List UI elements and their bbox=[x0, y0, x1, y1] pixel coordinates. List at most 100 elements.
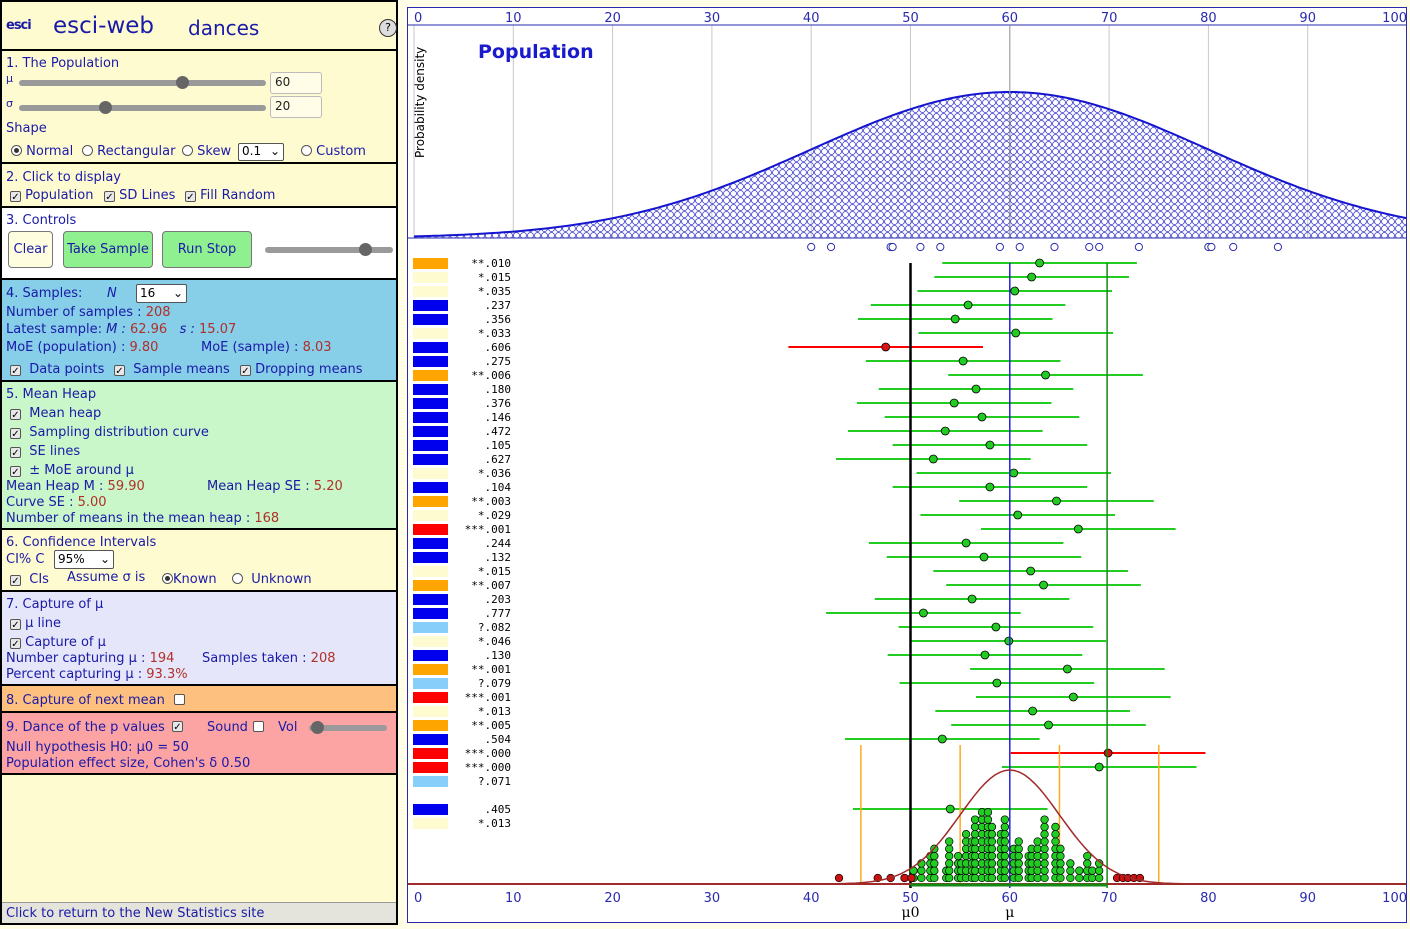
se-lines-checkbox[interactable]: ✓ SE lines bbox=[10, 444, 80, 459]
heap-mean-dot bbox=[930, 859, 939, 868]
mu-label: μ bbox=[6, 72, 13, 85]
heap-mean-dot bbox=[983, 808, 993, 817]
moe-around-checkbox[interactable]: ✓ ± MoE around μ bbox=[10, 463, 134, 478]
p-value-label: .146 bbox=[485, 411, 512, 424]
heap-mean-dot bbox=[987, 851, 997, 861]
heap-mean-dot bbox=[945, 844, 954, 853]
heap-mean-dot bbox=[1056, 859, 1065, 868]
speed-slider[interactable] bbox=[265, 243, 393, 256]
check-icon[interactable]: ✓ bbox=[10, 447, 21, 459]
dance-checkbox[interactable]: ✓ bbox=[172, 721, 183, 733]
check-icon[interactable]: ✓ bbox=[10, 428, 21, 440]
heap-mean-dot bbox=[1014, 866, 1023, 875]
mu-input[interactable]: 60 bbox=[270, 72, 322, 94]
heap-count: Number of means in the mean heap : 168 bbox=[6, 511, 279, 526]
sigma-slider-knob[interactable] bbox=[99, 101, 113, 114]
top-tick-label: 50 bbox=[902, 11, 919, 26]
check-icon[interactable]: ✓ bbox=[104, 191, 115, 203]
heap-mean-dot bbox=[1056, 873, 1065, 883]
p-value-label: *.046 bbox=[478, 635, 511, 648]
check-icon[interactable]: ✓ bbox=[185, 191, 196, 203]
mu-slider[interactable] bbox=[19, 76, 266, 89]
new-statistics-link[interactable]: Click to return to the New Statistics si… bbox=[6, 906, 265, 921]
sample-mean-dot bbox=[1026, 566, 1036, 576]
radio-custom[interactable] bbox=[301, 145, 312, 156]
radio-known[interactable] bbox=[162, 573, 173, 584]
check-icon[interactable]: ✓ bbox=[114, 365, 125, 377]
fill-random-checkbox[interactable]: ✓ Fill Random bbox=[185, 188, 275, 203]
radio-normal[interactable] bbox=[11, 145, 22, 156]
dropping-means-checkbox[interactable]: ✓ Dropping means bbox=[240, 362, 363, 377]
ci-level-select[interactable]: 95% ⌄ bbox=[54, 550, 114, 569]
p-value-label: .132 bbox=[485, 551, 512, 564]
p-value-label: ***.000 bbox=[465, 747, 511, 760]
mu-slider-knob[interactable] bbox=[176, 76, 190, 89]
check-icon[interactable]: ✓ bbox=[240, 365, 251, 377]
sample-mean-dot bbox=[1094, 762, 1104, 772]
check-icon[interactable]: ✓ bbox=[10, 638, 21, 650]
take-sample-button[interactable]: Take Sample bbox=[63, 231, 153, 268]
heap-mean-dot bbox=[1033, 859, 1042, 868]
percent-capturing-value: 93.3% bbox=[146, 667, 188, 682]
radio-skew[interactable] bbox=[182, 145, 193, 156]
heap-mean-dot bbox=[1056, 851, 1065, 861]
check-icon[interactable]: ✓ bbox=[10, 575, 21, 587]
capture-panel: 7. Capture of μ ✓ μ line ✓ Capture of μ … bbox=[2, 592, 396, 686]
volume-slider-knob[interactable] bbox=[310, 721, 324, 734]
top-tick-label: 70 bbox=[1101, 11, 1118, 26]
mean-heap-label: Mean heap bbox=[29, 406, 102, 421]
run-stop-button[interactable]: Run Stop bbox=[162, 231, 252, 268]
next-mean-checkbox[interactable] bbox=[174, 694, 185, 705]
sample-mean-dot bbox=[985, 440, 995, 450]
samples-count-value: 208 bbox=[145, 305, 171, 320]
volume-slider[interactable] bbox=[309, 721, 387, 734]
mean-heap-checkbox[interactable]: ✓ Mean heap bbox=[10, 406, 101, 421]
top-tick-label: 40 bbox=[803, 11, 820, 26]
heap-mean-dot bbox=[1088, 873, 1097, 883]
speed-slider-knob[interactable] bbox=[358, 243, 372, 256]
bottom-tick-label: 10 bbox=[505, 891, 522, 906]
help-icon[interactable]: ? bbox=[379, 19, 397, 37]
sigma-slider[interactable] bbox=[19, 101, 266, 114]
radio-rectangular[interactable] bbox=[82, 145, 93, 156]
cis-checkbox[interactable]: ✓ CIs bbox=[10, 572, 49, 587]
section-title: 3. Controls bbox=[6, 213, 77, 228]
shape-skew[interactable]: Skew bbox=[182, 144, 231, 159]
p-value-swatch bbox=[413, 272, 448, 283]
section-title: 5. Mean Heap bbox=[6, 387, 97, 402]
mean-heap-se-value: 5.20 bbox=[313, 479, 343, 494]
p-value-swatch bbox=[413, 818, 448, 829]
shape-normal[interactable]: Normal bbox=[11, 144, 73, 159]
mu-line-checkbox[interactable]: ✓ μ line bbox=[10, 616, 61, 631]
sd-lines-checkbox[interactable]: ✓ SD Lines bbox=[104, 188, 175, 203]
sample-dot bbox=[1207, 242, 1216, 252]
skew-select[interactable]: 0.1 ⌄ bbox=[238, 143, 284, 161]
capture-of-mu-checkbox[interactable]: ✓ Capture of μ bbox=[10, 635, 106, 650]
population-title: Population bbox=[478, 41, 594, 63]
heap-mean-dot bbox=[1040, 815, 1049, 824]
n-select[interactable]: 16 ⌄ bbox=[136, 284, 187, 303]
data-points-checkbox[interactable]: ✓ Data points bbox=[10, 362, 104, 377]
sigma-input[interactable]: 20 bbox=[270, 96, 322, 118]
se-lines-label: SE lines bbox=[29, 444, 81, 459]
check-icon[interactable]: ✓ bbox=[10, 365, 21, 377]
sample-mean-dot bbox=[1028, 706, 1038, 716]
fill-random-checkbox-label: Fill Random bbox=[200, 188, 276, 203]
bottom-tick-label: 40 bbox=[803, 891, 820, 906]
heap-mean-dot bbox=[930, 851, 939, 861]
shape-custom[interactable]: Custom bbox=[301, 144, 366, 159]
known-radio[interactable]: Known bbox=[162, 572, 217, 587]
check-icon[interactable]: ✓ bbox=[10, 409, 21, 421]
radio-unknown[interactable] bbox=[232, 573, 243, 584]
check-icon[interactable]: ✓ bbox=[10, 619, 21, 631]
check-icon[interactable]: ✓ bbox=[10, 466, 21, 478]
clear-button[interactable]: Clear bbox=[8, 231, 53, 268]
sound-checkbox[interactable] bbox=[253, 721, 264, 732]
sample-means-checkbox[interactable]: ✓ Sample means bbox=[114, 362, 230, 377]
check-icon[interactable]: ✓ bbox=[10, 191, 21, 203]
population-checkbox[interactable]: ✓ Population bbox=[10, 188, 93, 203]
shape-rectangular[interactable]: Rectangular bbox=[82, 144, 175, 159]
unknown-radio[interactable]: Unknown bbox=[232, 572, 312, 587]
p-value-label: .606 bbox=[485, 341, 512, 354]
sampling-curve-checkbox[interactable]: ✓ Sampling distribution curve bbox=[10, 425, 209, 440]
